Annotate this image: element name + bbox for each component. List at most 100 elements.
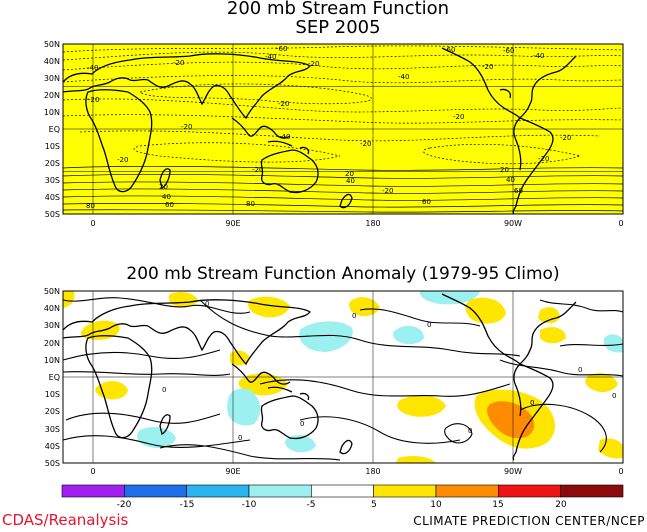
contour-label: 0 bbox=[427, 321, 431, 329]
contour-label: -20 bbox=[360, 140, 371, 148]
lat-label: 10S bbox=[45, 142, 60, 151]
colorbar-tick-label: 5 bbox=[371, 500, 377, 510]
lat-label: 30N bbox=[44, 74, 60, 83]
lon-label: 90W bbox=[504, 467, 522, 476]
lat-label: 20N bbox=[44, 339, 60, 348]
lat-label: 10N bbox=[44, 108, 60, 117]
top-map-subtitle: SEP 2005 bbox=[295, 17, 380, 38]
lat-label: 30N bbox=[44, 321, 60, 330]
lat-label: 40S bbox=[45, 193, 60, 202]
contour-label: -20 bbox=[308, 60, 319, 68]
contour-label: 20 bbox=[159, 183, 168, 191]
contour-label: 0 bbox=[205, 300, 209, 308]
colorbar-swatch bbox=[248, 484, 312, 498]
colorbar-swatch bbox=[498, 484, 561, 498]
lon-label: 180 bbox=[365, 219, 380, 228]
colorbar-swatch bbox=[61, 484, 125, 498]
contour-label: -20 bbox=[173, 59, 184, 67]
contour-label: 0 bbox=[238, 434, 242, 442]
lon-label: 90W bbox=[504, 219, 522, 228]
bottom-map-contour-labels: 0 0 0 0 0 0 0 0 0 0 bbox=[162, 300, 616, 442]
colorbar-swatch bbox=[373, 484, 437, 498]
lat-label: 50S bbox=[45, 210, 60, 219]
lat-label: EQ bbox=[49, 373, 60, 382]
lon-label: 0 bbox=[618, 219, 623, 228]
contour-label: 40 bbox=[346, 177, 355, 185]
contour-label: -20 bbox=[278, 100, 289, 108]
lon-label: 0 bbox=[90, 467, 95, 476]
lat-label: 40N bbox=[44, 304, 60, 313]
top-map-title: 200 mb Stream Function bbox=[227, 0, 449, 19]
top-map-positive-contours bbox=[62, 165, 624, 213]
anomaly-colorbar bbox=[61, 484, 624, 498]
colorbar-tick-label: -5 bbox=[307, 500, 316, 510]
bottom-map-anomaly-shading bbox=[63, 291, 623, 463]
contour-label: -60 bbox=[444, 46, 455, 54]
contour-label: 60 bbox=[514, 187, 523, 195]
lat-label: 30S bbox=[45, 176, 60, 185]
contour-label: -40 bbox=[87, 64, 98, 72]
contour-label: 0 bbox=[530, 399, 534, 407]
top-map-lat-labels: 50N 40N 30N 20N 10N EQ 10S 20S 30S 40S 5… bbox=[44, 40, 60, 219]
contour-label: 20 bbox=[500, 166, 509, 174]
contour-label: 0 bbox=[468, 427, 472, 435]
contour-label: -20 bbox=[560, 134, 571, 142]
lat-label: EQ bbox=[49, 125, 60, 134]
top-map-graticule bbox=[63, 44, 623, 214]
contour-label: 60 bbox=[422, 198, 431, 206]
top-map-lon-labels: 0 90E 180 90W 0 bbox=[90, 219, 623, 228]
colorbar-tick-label: -15 bbox=[180, 500, 195, 510]
contour-label: -40 bbox=[279, 133, 290, 141]
bottom-map-coastlines bbox=[62, 293, 577, 461]
bottom-map-contours bbox=[62, 297, 624, 461]
lat-label: 20N bbox=[44, 91, 60, 100]
bottom-map: 0 0 0 0 0 0 0 0 0 0 50N 40N 30N 20N 10N … bbox=[44, 287, 624, 476]
top-map-contour-labels: -60 -40 -20 -40 -20 -60 -40 -60 -40 -20 … bbox=[86, 45, 571, 210]
top-map: -60 -40 -20 -40 -20 -60 -40 -60 -40 -20 … bbox=[44, 40, 624, 228]
colorbar-tick-label: -20 bbox=[117, 500, 132, 510]
contour-label: -20 bbox=[88, 96, 99, 104]
lat-label: 40N bbox=[44, 57, 60, 66]
bottom-map-lat-labels: 50N 40N 30N 20N 10N EQ 10S 20S 30S 40S 5… bbox=[44, 287, 60, 468]
colorbar-tick-labels: -20 -15 -10 -5 5 10 15 20 bbox=[117, 500, 567, 510]
colorbar-tick-label: 20 bbox=[555, 500, 567, 510]
contour-label: -60 bbox=[503, 47, 514, 55]
top-map-frame bbox=[62, 43, 624, 215]
lat-label: 30S bbox=[45, 425, 60, 434]
lon-label: 90E bbox=[225, 467, 240, 476]
contour-label: 40 bbox=[506, 176, 515, 184]
contour-label: -40 bbox=[533, 52, 544, 60]
colorbar-swatch bbox=[186, 484, 250, 498]
contour-label: 0 bbox=[352, 312, 356, 320]
colorbar-tick-label: -10 bbox=[242, 500, 257, 510]
contour-label: -40 bbox=[398, 73, 409, 81]
contour-label: -20 bbox=[482, 63, 493, 71]
contour-label: 40 bbox=[162, 193, 171, 201]
contour-label: 20 bbox=[345, 170, 354, 178]
contour-label: 80 bbox=[246, 200, 255, 208]
lat-label: 50N bbox=[44, 287, 60, 296]
contour-label: -20 bbox=[382, 187, 393, 195]
colorbar-tick-label: 15 bbox=[492, 500, 503, 510]
contour-label: -20 bbox=[181, 123, 192, 131]
colorbar-tick-label: 10 bbox=[430, 500, 442, 510]
contour-label: 60 bbox=[165, 201, 174, 209]
bottom-map-graticule bbox=[63, 291, 623, 463]
contour-label: 0 bbox=[162, 386, 166, 394]
lat-label: 40S bbox=[45, 442, 60, 451]
contour-label: 0 bbox=[612, 392, 616, 400]
lat-label: 10S bbox=[45, 390, 60, 399]
contour-label: 80 bbox=[86, 202, 95, 210]
contour-label: -20 bbox=[252, 166, 263, 174]
lat-label: 20S bbox=[45, 407, 60, 416]
contour-label: -20 bbox=[453, 113, 464, 121]
lon-label: 90E bbox=[225, 219, 240, 228]
colorbar-swatch bbox=[124, 484, 187, 498]
contour-label: 0 bbox=[578, 366, 582, 374]
contour-label: 0 bbox=[300, 420, 304, 428]
contour-label: -60 bbox=[276, 45, 287, 53]
lat-label: 50S bbox=[45, 459, 60, 468]
lat-label: 20S bbox=[45, 159, 60, 168]
footer-agency-label: CLIMATE PREDICTION CENTER/NCEP bbox=[413, 514, 645, 528]
